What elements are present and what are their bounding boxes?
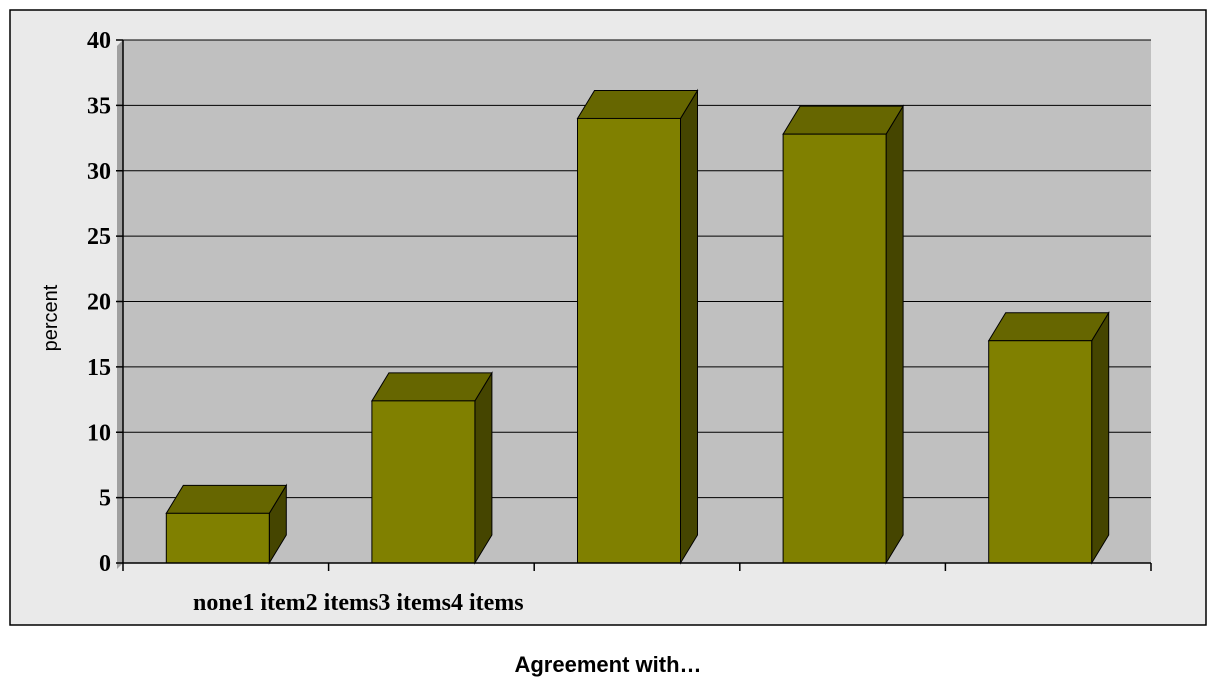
- y-tick-label: 30: [87, 159, 111, 185]
- bar-front-face: [371, 400, 476, 564]
- bar-side-face: [885, 104, 904, 565]
- bar-top-face: [371, 372, 493, 402]
- x-category-label-3: 3 items: [378, 590, 451, 616]
- bar-2: [576, 88, 699, 565]
- y-axis-label: percent: [40, 284, 62, 351]
- y-tick-label: 15: [87, 355, 111, 381]
- bar-front-face: [782, 133, 887, 564]
- x-category-label-4: 4 items: [451, 590, 524, 616]
- y-tick-label: 20: [87, 290, 111, 316]
- y-tick-label: 25: [87, 224, 111, 250]
- x-category-labels: none1 item2 items3 items4 items: [193, 590, 524, 616]
- bar-side-face: [474, 371, 493, 565]
- y-tick-label: 10: [87, 420, 111, 446]
- bar-top-face: [782, 105, 904, 135]
- y-tick-label: 35: [87, 93, 111, 119]
- x-category-label-0: none: [193, 590, 243, 616]
- y-tick-label: 0: [99, 551, 111, 577]
- x-category-label-2: 2 items: [306, 590, 379, 616]
- y-tick-label: 40: [87, 28, 111, 54]
- bar-4: [987, 310, 1110, 565]
- y-tick-label: 5: [99, 486, 111, 512]
- x-category-label-1: 1 item: [242, 590, 305, 616]
- bar-0: [165, 483, 288, 565]
- bar-3: [782, 104, 904, 565]
- bar-top-face: [165, 484, 288, 514]
- axes: [116, 39, 1152, 571]
- bar-front-face: [988, 340, 1093, 564]
- x-axis-label: Agreement with…: [514, 652, 701, 677]
- y-tick-labels: 0 5 10 15 20 25 30 35 40: [87, 28, 111, 577]
- bar-top-face: [576, 89, 699, 119]
- plot-left-wall: [117, 40, 123, 569]
- bar-1: [371, 371, 493, 565]
- bar-side-face: [680, 88, 698, 565]
- bars: [165, 88, 1110, 565]
- bar-front-face: [165, 512, 270, 564]
- bar-front-face: [577, 117, 681, 564]
- bar-top-face: [987, 312, 1110, 342]
- bar-side-face: [1091, 310, 1110, 565]
